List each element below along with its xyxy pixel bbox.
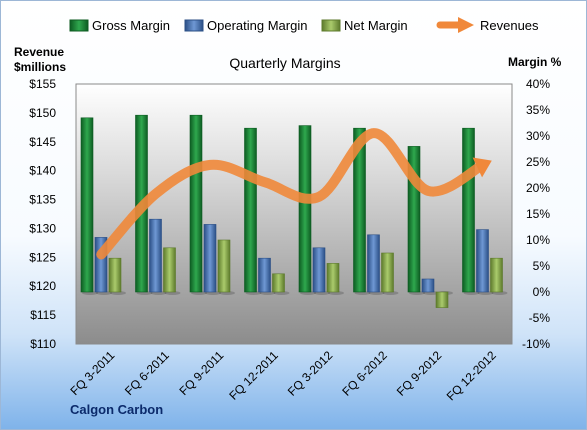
category-label: FQ 6-2012 <box>339 348 390 399</box>
revenues-line-layer <box>96 128 492 260</box>
company-name: Calgon Carbon <box>70 402 163 417</box>
chart-title: Quarterly Margins <box>229 55 340 71</box>
gross-margin-bar <box>298 125 312 293</box>
net-margin-bar <box>381 252 394 293</box>
category-label: FQ 12-2011 <box>226 348 281 403</box>
left-tick-label: $110 <box>30 337 56 351</box>
revenues-arrowhead <box>472 157 492 178</box>
left-tick-label: $115 <box>30 308 56 322</box>
bars-layer <box>80 114 508 308</box>
left-axis-title-line1: Revenue <box>14 45 64 59</box>
category-label: FQ 3-2011 <box>68 348 118 398</box>
operating-margin-bar <box>476 229 489 293</box>
legend-swatch-revenues <box>436 17 474 33</box>
right-tick-label: 10% <box>526 233 550 247</box>
gross-margin-bar <box>244 127 257 293</box>
operating-margin-bar <box>203 224 217 293</box>
right-axis-ticks: -10% -5% 0% 5% 10% 15% 20% 25% 30% 35% 40% <box>522 77 550 351</box>
category-label: FQ 3-2012 <box>285 348 336 399</box>
left-tick-label: $135 <box>29 193 56 207</box>
gross-margin-bar <box>353 127 366 293</box>
gross-margin-bar <box>462 127 475 293</box>
left-tick-label: $125 <box>29 250 56 264</box>
category-label: FQ 6-2011 <box>122 348 172 398</box>
operating-margin-bar <box>258 257 271 293</box>
right-tick-label: 25% <box>526 155 550 169</box>
operating-margin-bar <box>312 247 326 293</box>
left-axis-title-line2: $millions <box>14 60 66 74</box>
legend: Gross Margin Operating Margin Net Margin… <box>69 17 539 33</box>
right-tick-label: 20% <box>526 181 550 195</box>
right-tick-label: 40% <box>526 77 550 91</box>
right-tick-label: -5% <box>529 311 551 325</box>
legend-label-revenues: Revenues <box>480 18 539 33</box>
net-margin-bar <box>163 247 176 293</box>
right-tick-label: -10% <box>522 337 550 351</box>
legend-swatch-net-margin <box>321 19 341 32</box>
right-tick-label: 30% <box>526 129 550 143</box>
right-tick-label: 15% <box>526 207 550 221</box>
legend-label-gross-margin: Gross Margin <box>92 18 170 33</box>
net-margin-bar <box>272 273 285 293</box>
net-margin-bar <box>217 239 231 293</box>
legend-swatch-operating-margin <box>184 19 204 32</box>
right-axis-title: Margin % <box>508 55 562 69</box>
operating-margin-bar <box>421 278 435 293</box>
legend-label-operating-margin: Operating Margin <box>207 18 307 33</box>
right-tick-label: 5% <box>533 259 551 273</box>
operating-margin-bar <box>367 234 380 293</box>
category-label: FQ 12-2012 <box>444 348 499 403</box>
right-tick-label: 0% <box>533 285 551 299</box>
net-margin-bar <box>490 257 503 293</box>
net-margin-bar <box>326 263 340 293</box>
left-axis-ticks: $110 $115 $120 $125 $130 $135 $140 $145 $150 $155 <box>29 77 56 351</box>
category-label: FQ 9-2012 <box>394 348 445 399</box>
gross-margin-bar <box>189 114 203 293</box>
left-tick-label: $130 <box>29 221 56 235</box>
right-tick-label: 35% <box>526 103 550 117</box>
category-labels: FQ 3-2011 FQ 6-2011 FQ 9-2011 FQ 12-2011 FQ … <box>68 348 500 403</box>
category-label: FQ 9-2011 <box>177 348 227 398</box>
revenues-line <box>96 128 488 260</box>
left-tick-label: $150 <box>29 106 56 120</box>
left-tick-label: $155 <box>29 77 56 91</box>
net-margin-bar <box>435 291 449 308</box>
legend-label-net-margin: Net Margin <box>344 18 408 33</box>
legend-swatch-gross-margin <box>69 19 89 32</box>
left-tick-label: $120 <box>29 279 56 293</box>
net-margin-bar <box>108 257 122 293</box>
left-tick-label: $145 <box>29 135 56 149</box>
operating-margin-bar <box>149 218 162 293</box>
gross-margin-bar <box>80 117 94 293</box>
left-tick-label: $140 <box>29 164 56 178</box>
